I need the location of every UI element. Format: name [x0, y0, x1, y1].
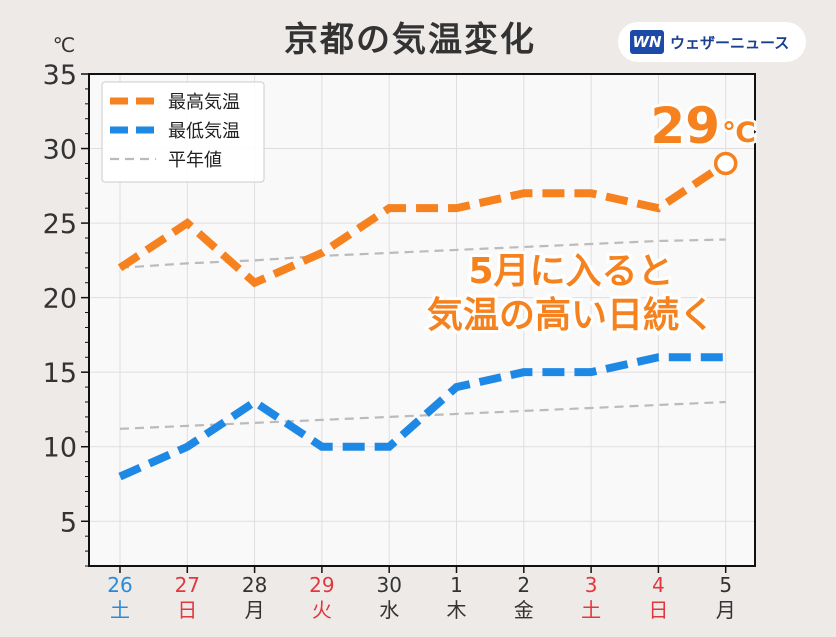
x-tick-label-weekday: 月 — [716, 598, 736, 622]
weathernews-logo: WN ウェザーニュース — [618, 22, 806, 62]
x-tick-label-weekday: 日 — [177, 598, 197, 622]
x-tick-label-weekday: 水 — [379, 598, 399, 622]
x-tick-label-day: 5 — [719, 573, 732, 597]
normal-temp-line — [119, 400, 726, 430]
normal-temp-line — [119, 238, 726, 269]
x-tick-label-day: 4 — [652, 573, 665, 597]
annotation-message-line2: 気温の高い日続く — [427, 295, 715, 336]
max-temp-end-unit: ℃ — [722, 116, 756, 149]
x-tick-label-day: 1 — [450, 573, 463, 597]
y-tick-label: 20 — [43, 284, 77, 315]
max-temp-line — [117, 160, 728, 288]
x-tick-label-day: 30 — [376, 573, 401, 597]
x-tick-label-day: 2 — [517, 573, 530, 597]
y-tick-label: 35 — [43, 60, 77, 91]
weathernews-logo-mark: WN — [630, 30, 664, 54]
x-tick-label-weekday: 土 — [581, 598, 601, 622]
x-tick-label-day: 27 — [175, 573, 200, 597]
legend-box — [101, 81, 265, 183]
min-temp-line — [118, 353, 726, 481]
max-temp-end-value: 29 — [650, 97, 720, 155]
y-tick-label: 30 — [43, 135, 77, 166]
y-axis-unit: ℃ — [53, 33, 75, 57]
max-temp-end-marker — [713, 151, 738, 176]
plot-frame — [88, 73, 756, 567]
x-tick-label-day: 29 — [309, 573, 334, 597]
legend-label: 最高気温 — [168, 92, 240, 113]
series-lines — [117, 151, 738, 481]
y-tick-label: 5 — [60, 507, 77, 538]
x-tick-label-weekday: 火 — [312, 598, 332, 622]
x-tick-label-weekday: 金 — [514, 598, 534, 622]
x-tick-label-weekday: 土 — [110, 598, 130, 622]
legend-label: 最低気温 — [168, 121, 240, 142]
weathernews-logo-text: ウェザーニュース — [670, 33, 790, 52]
x-tick-label-day: 28 — [242, 573, 267, 597]
y-tick-label: 25 — [43, 209, 77, 240]
annotation-message-line1: 5月に入ると — [468, 251, 673, 292]
x-tick-label-weekday: 木 — [447, 598, 467, 622]
y-tick-label: 15 — [43, 358, 77, 389]
y-tick-label: 10 — [43, 433, 77, 464]
x-tick-label-weekday: 月 — [245, 598, 265, 622]
legend-label: 平年値 — [168, 150, 222, 171]
x-tick-label-day: 26 — [107, 573, 132, 597]
page-title: 京都の気温変化 — [284, 20, 536, 60]
x-tick-label-day: 3 — [585, 573, 598, 597]
x-tick-label-weekday: 日 — [648, 598, 668, 622]
